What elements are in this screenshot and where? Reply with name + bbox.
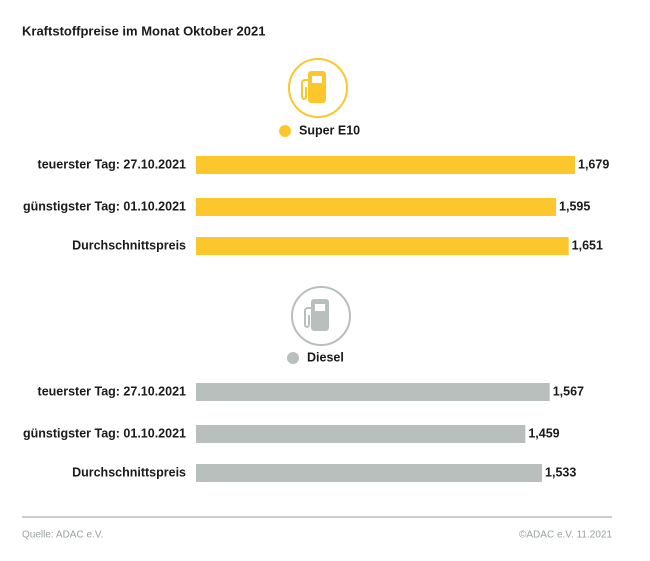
bar (196, 237, 569, 255)
bar (196, 198, 557, 216)
legend-label: Diesel (307, 350, 344, 364)
value-label: 1,651 (572, 238, 603, 252)
category-label: günstigster Tag: 01.10.2021 (23, 426, 186, 440)
icon-e10 (288, 58, 348, 118)
bar (196, 464, 543, 482)
icon-diesel (291, 286, 351, 346)
bar (196, 383, 550, 401)
bar (196, 425, 526, 443)
copyright: ©ADAC e.V. 11.2021 (519, 530, 612, 541)
category-label: Durchschnittspreis (72, 238, 186, 252)
chart-title: Kraftstoffpreise im Monat Oktober 2021 (22, 23, 265, 38)
category-label: teuerster Tag: 27.10.2021 (38, 384, 187, 398)
value-label: 1,533 (545, 465, 576, 479)
value-label: 1,567 (553, 384, 584, 398)
value-label: 1,679 (578, 157, 609, 171)
value-label: 1,595 (559, 199, 590, 213)
legend-label: Super E10 (299, 123, 360, 137)
category-label: günstigster Tag: 01.10.2021 (23, 199, 186, 213)
source: Quelle: ADAC e.V. (22, 530, 103, 541)
category-label: Durchschnittspreis (72, 465, 186, 479)
legend-swatch (287, 352, 299, 364)
legend-swatch (279, 125, 291, 137)
bar (196, 156, 575, 174)
category-label: teuerster Tag: 27.10.2021 (38, 157, 187, 171)
value-label: 1,459 (528, 426, 559, 440)
